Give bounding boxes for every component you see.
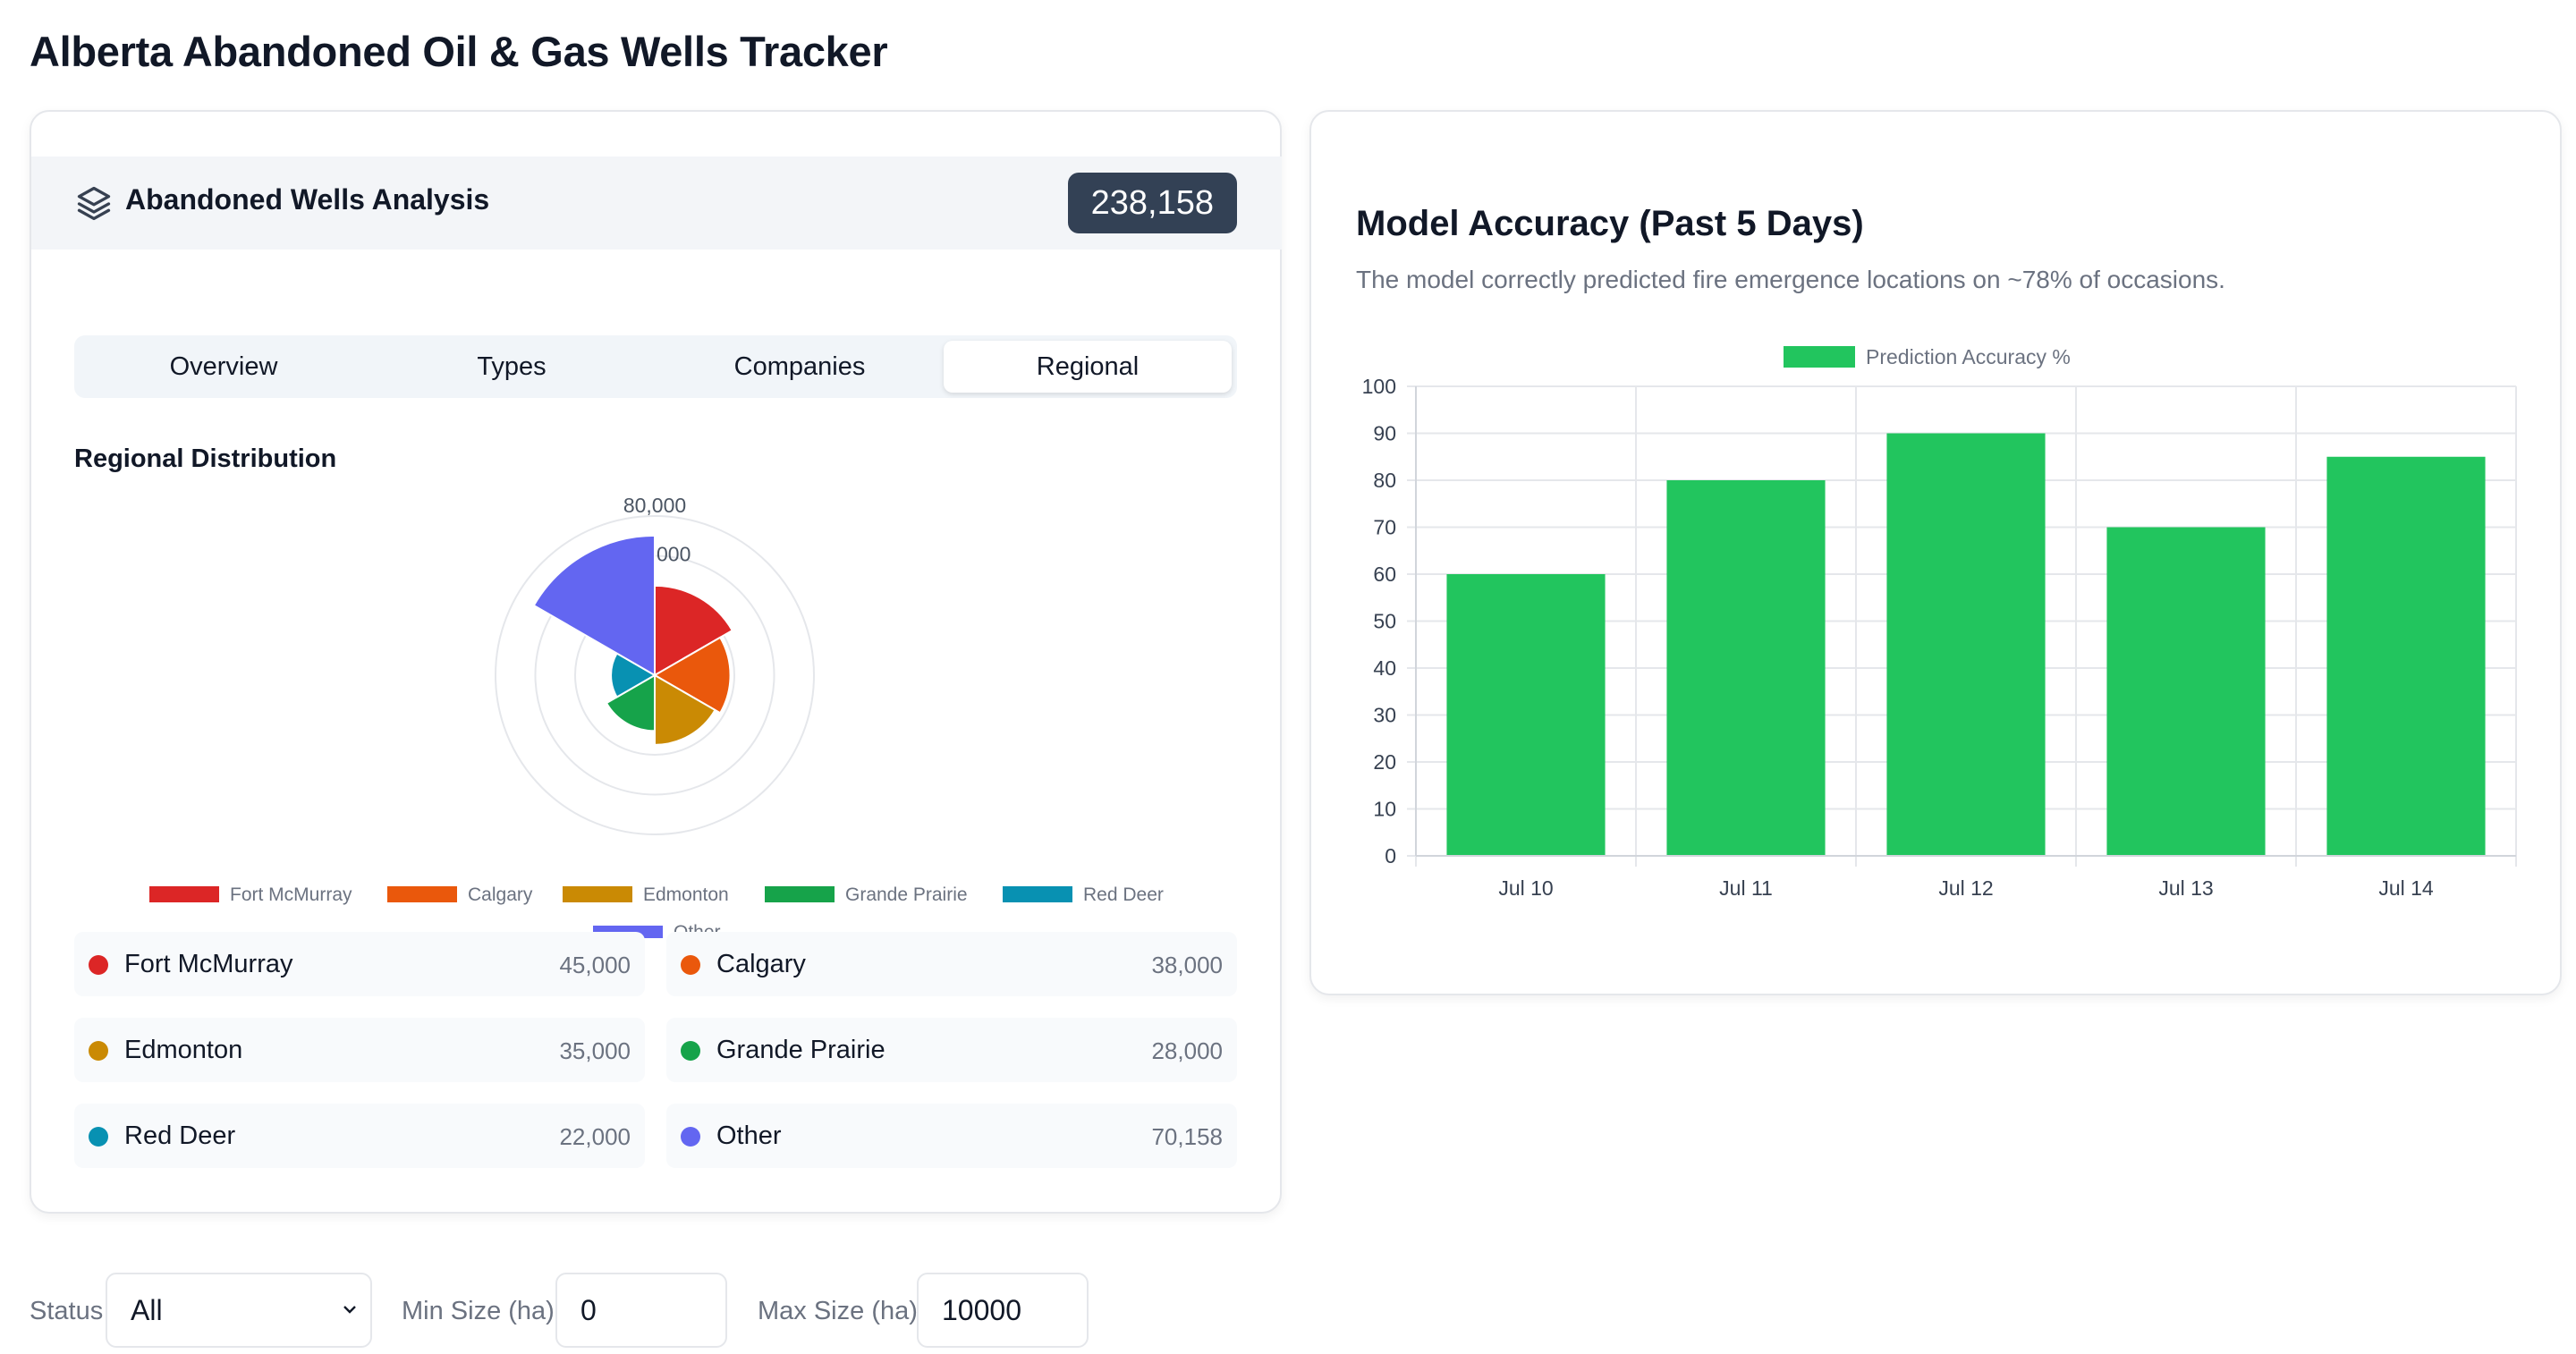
region-row: Edmonton 35,000 [74, 1018, 645, 1082]
region-name: Other [716, 1121, 782, 1150]
region-value: 45,000 [559, 952, 631, 978]
max-size-input[interactable]: 10000 [917, 1273, 1089, 1348]
chart-subtitle: The model correctly predicted fire emerg… [1356, 266, 2225, 293]
region-row: Red Deer 22,000 [74, 1104, 645, 1168]
total-count-badge: 238,158 [1067, 173, 1237, 233]
page-title: Alberta Abandoned Oil & Gas Wells Tracke… [30, 28, 888, 75]
accuracy-bar[interactable] [2106, 527, 2266, 857]
legend-swatch [149, 886, 219, 902]
region-color-dot [681, 955, 700, 975]
legend-label: Grande Prairie [845, 884, 968, 905]
x-tick-label: Jul 12 [1938, 876, 1993, 900]
region-value: 35,000 [559, 1037, 631, 1064]
polar-grid-ring [495, 515, 815, 835]
layers-icon [77, 186, 111, 221]
section-title: Regional Distribution [74, 444, 337, 473]
polar-slice[interactable] [653, 636, 732, 715]
polar-tick-label: 000 [657, 543, 691, 566]
region-row: Grande Prairie 28,000 [666, 1018, 1237, 1082]
region-value: 70,158 [1151, 1123, 1223, 1150]
abandoned-wells-card: Abandoned Wells Analysis 238,158 Overvie… [30, 110, 1282, 1214]
accuracy-bar[interactable] [1446, 574, 1606, 856]
polar-slice[interactable] [532, 534, 656, 677]
max-size-value: 10000 [942, 1294, 1021, 1326]
legend-swatch [1003, 886, 1072, 902]
y-tick-label: 60 [1373, 563, 1396, 586]
x-tick-label: Jul 14 [2378, 876, 2434, 900]
y-tick-label: 70 [1373, 516, 1396, 539]
accuracy-bar[interactable] [1666, 480, 1826, 856]
region-color-dot [89, 1041, 108, 1061]
tab-regional[interactable]: Regional [944, 341, 1232, 393]
chevron-down-icon [343, 1306, 356, 1314]
region-name: Edmonton [124, 1036, 243, 1064]
region-value: 28,000 [1151, 1037, 1223, 1064]
region-list: Fort McMurray 45,000 Calgary 38,000 Edmonton… [74, 932, 1239, 1168]
region-row: Calgary 38,000 [666, 932, 1237, 996]
tab-overview[interactable]: Overview [169, 352, 278, 381]
min-size-value: 0 [580, 1294, 597, 1326]
max-size-label: Max Size (ha) [758, 1297, 918, 1325]
accuracy-bar-chart: Prediction Accuracy % 0 10 20 30 40 50 60 70 80 90… [1362, 345, 2517, 900]
y-tick-label: 80 [1373, 469, 1396, 492]
y-tick-label: 40 [1373, 656, 1396, 680]
filter-bar: Status All Min Size (ha) 0 Max Size (ha)… [30, 1270, 1282, 1350]
y-tick-label: 90 [1373, 422, 1396, 445]
y-tick-label: 100 [1362, 375, 1396, 398]
status-select[interactable]: All [106, 1273, 372, 1348]
region-value: 22,000 [559, 1123, 631, 1150]
legend-swatch [1784, 346, 1855, 368]
accuracy-bar[interactable] [2326, 456, 2486, 856]
model-accuracy-card: Model Accuracy (Past 5 Days) The model c… [1309, 110, 2562, 995]
legend-label: Calgary [468, 884, 533, 905]
legend-label: Fort McMurray [230, 884, 352, 905]
region-color-dot [681, 1041, 700, 1061]
y-tick-label: 0 [1385, 844, 1396, 867]
y-tick-label: 50 [1373, 610, 1396, 633]
region-name: Grande Prairie [716, 1036, 886, 1064]
tab-types[interactable]: Types [477, 352, 547, 381]
region-color-dot [89, 1127, 108, 1147]
legend-swatch [563, 886, 632, 902]
status-select-value: All [131, 1294, 163, 1326]
x-tick-label: Jul 10 [1498, 876, 1553, 900]
region-row: Fort McMurray 45,000 [74, 932, 645, 996]
y-tick-label: 30 [1373, 704, 1396, 727]
region-color-dot [681, 1127, 700, 1147]
min-size-label: Min Size (ha) [402, 1297, 555, 1325]
polar-slice[interactable] [654, 673, 716, 746]
region-name: Calgary [716, 950, 806, 978]
tab-companies[interactable]: Companies [733, 352, 866, 381]
status-label: Status [30, 1297, 104, 1325]
polar-tick-label: 80,000 [623, 494, 686, 517]
legend-swatch [765, 886, 835, 902]
legend-swatch [387, 886, 457, 902]
y-tick-label: 20 [1373, 750, 1396, 774]
chart-title: Model Accuracy (Past 5 Days) [1356, 204, 1864, 243]
polar-area-chart: 80,000 000 Fort McMurray Calgary Edmonton Gra… [149, 494, 1164, 943]
card-title: Abandoned Wells Analysis [125, 183, 490, 216]
legend-label: Edmonton [643, 884, 729, 905]
region-row: Other 70,158 [666, 1104, 1237, 1168]
region-name: Red Deer [124, 1121, 236, 1150]
legend-label: Prediction Accuracy % [1866, 345, 2071, 368]
region-color-dot [89, 955, 108, 975]
polar-slice[interactable] [654, 584, 734, 677]
x-tick-label: Jul 13 [2158, 876, 2213, 900]
accuracy-bar[interactable] [1886, 433, 2046, 857]
x-tick-label: Jul 11 [1719, 876, 1773, 900]
card-header: Abandoned Wells Analysis 238,158 [31, 157, 1282, 250]
polar-slice[interactable] [605, 673, 656, 732]
tab-bar: Overview Types Companies Regional [74, 335, 1237, 398]
region-value: 38,000 [1151, 952, 1223, 978]
region-name: Fort McMurray [124, 950, 293, 978]
min-size-input[interactable]: 0 [555, 1273, 727, 1348]
legend-label: Red Deer [1083, 884, 1164, 905]
y-tick-label: 10 [1373, 798, 1396, 821]
